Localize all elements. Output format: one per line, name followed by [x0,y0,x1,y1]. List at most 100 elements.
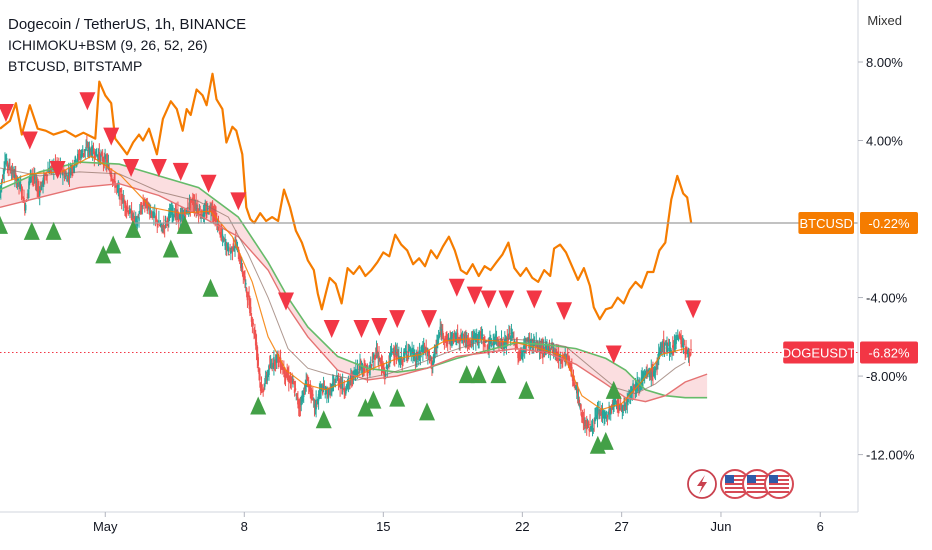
flag-icon-canton [725,475,734,483]
candle-body [460,334,462,340]
candle-body [482,341,485,345]
candle-body [71,167,73,169]
candle-body [288,379,291,383]
candle-body [275,355,278,363]
candle-body [172,215,175,217]
ichimoku-cloud [0,162,708,402]
us-flag-event-icon[interactable] [764,469,794,499]
candle-body [494,334,497,338]
candle-body [677,337,680,340]
candle-body [252,322,255,325]
indicator-legend[interactable]: ICHIMOKU+BSM (9, 26, 52, 26) [8,37,208,53]
candle-body [0,185,2,192]
candle-body [662,338,665,347]
candle-body [430,360,432,365]
us-flag-event-icon[interactable] [742,469,772,499]
candle-body [245,288,248,294]
candle-body [658,349,661,354]
y-tick-label: -4.00% [866,291,908,306]
candle-body [486,344,489,350]
sell-signal-triangle [371,318,388,337]
candle-body [254,333,257,346]
candle-body [293,389,296,394]
flag-icon-canton [769,475,778,483]
candle-body [438,332,441,338]
lightning-event-icon[interactable] [687,469,717,499]
candle-body [172,207,174,215]
candle-body [571,375,574,381]
candle-body [348,381,351,384]
candle-body [149,211,152,213]
candle-body [620,404,623,411]
candle-body [671,345,674,348]
candle-body [260,384,263,392]
candle-body [160,223,163,226]
flag-icon-stripe [769,475,789,477]
candle-body [36,185,39,192]
candle-body [413,354,416,361]
candle-body [266,375,269,381]
candle-body [151,211,154,218]
candle-body [219,233,221,236]
candle-body [666,342,668,348]
candle-body [96,153,98,157]
candle-body [659,346,662,354]
candle-body [94,151,96,159]
candle-body [631,392,634,394]
candle-body [340,385,343,388]
candle-body [212,210,215,217]
candle-body [532,341,534,345]
sell-signal-triangle [389,310,406,329]
flag-icon-stripe [725,475,745,477]
candle-body [2,174,5,176]
candle-body [302,395,305,397]
candle-body [235,239,237,242]
candle-body [588,428,591,431]
candle-body [512,335,514,338]
candle-body [618,404,620,409]
candle-body [277,355,279,363]
candle-body [570,367,572,372]
flag-icon-stripe [747,491,767,493]
candle-body [591,424,594,432]
candle-body [1,179,4,181]
candle-body [436,343,439,344]
candle-body [90,151,92,156]
candle-body [518,351,520,360]
candle-body [374,356,376,360]
flag-icon-stripe [769,491,789,493]
candle-body [523,344,526,352]
candle-body [20,191,23,194]
candle-body [33,175,35,180]
candle-body [91,147,94,154]
candle-body [35,180,38,183]
candle-body [248,295,250,306]
candle-body [357,372,360,374]
candle-body [654,371,657,373]
candle-body [397,353,399,361]
candle-body [166,217,168,219]
candle-body [428,354,431,357]
candle-body [576,389,579,396]
indicator-lines [0,72,858,411]
symbol-title[interactable]: Dogecoin / TetherUS, 1h, BINANCE [8,16,247,33]
candle-body [489,340,491,347]
event-icons[interactable] [687,469,794,499]
candle-body [263,387,265,389]
candle-body [417,355,420,357]
flag-icon-stripe [725,487,745,489]
candle-body [270,364,273,368]
candle-body [389,354,392,356]
candle-body [449,339,451,344]
candle-body [515,342,518,349]
candle-body [83,149,86,153]
compare-symbol-legend[interactable]: BTCUSD, BITSTAMP [8,58,143,74]
candle-body [320,385,322,390]
candle-body [19,181,21,185]
candle-body [303,387,306,394]
candle-body [174,209,177,219]
candle-body [381,363,384,368]
scale-mode-label[interactable]: Mixed [867,13,902,28]
candle-body [340,384,342,385]
